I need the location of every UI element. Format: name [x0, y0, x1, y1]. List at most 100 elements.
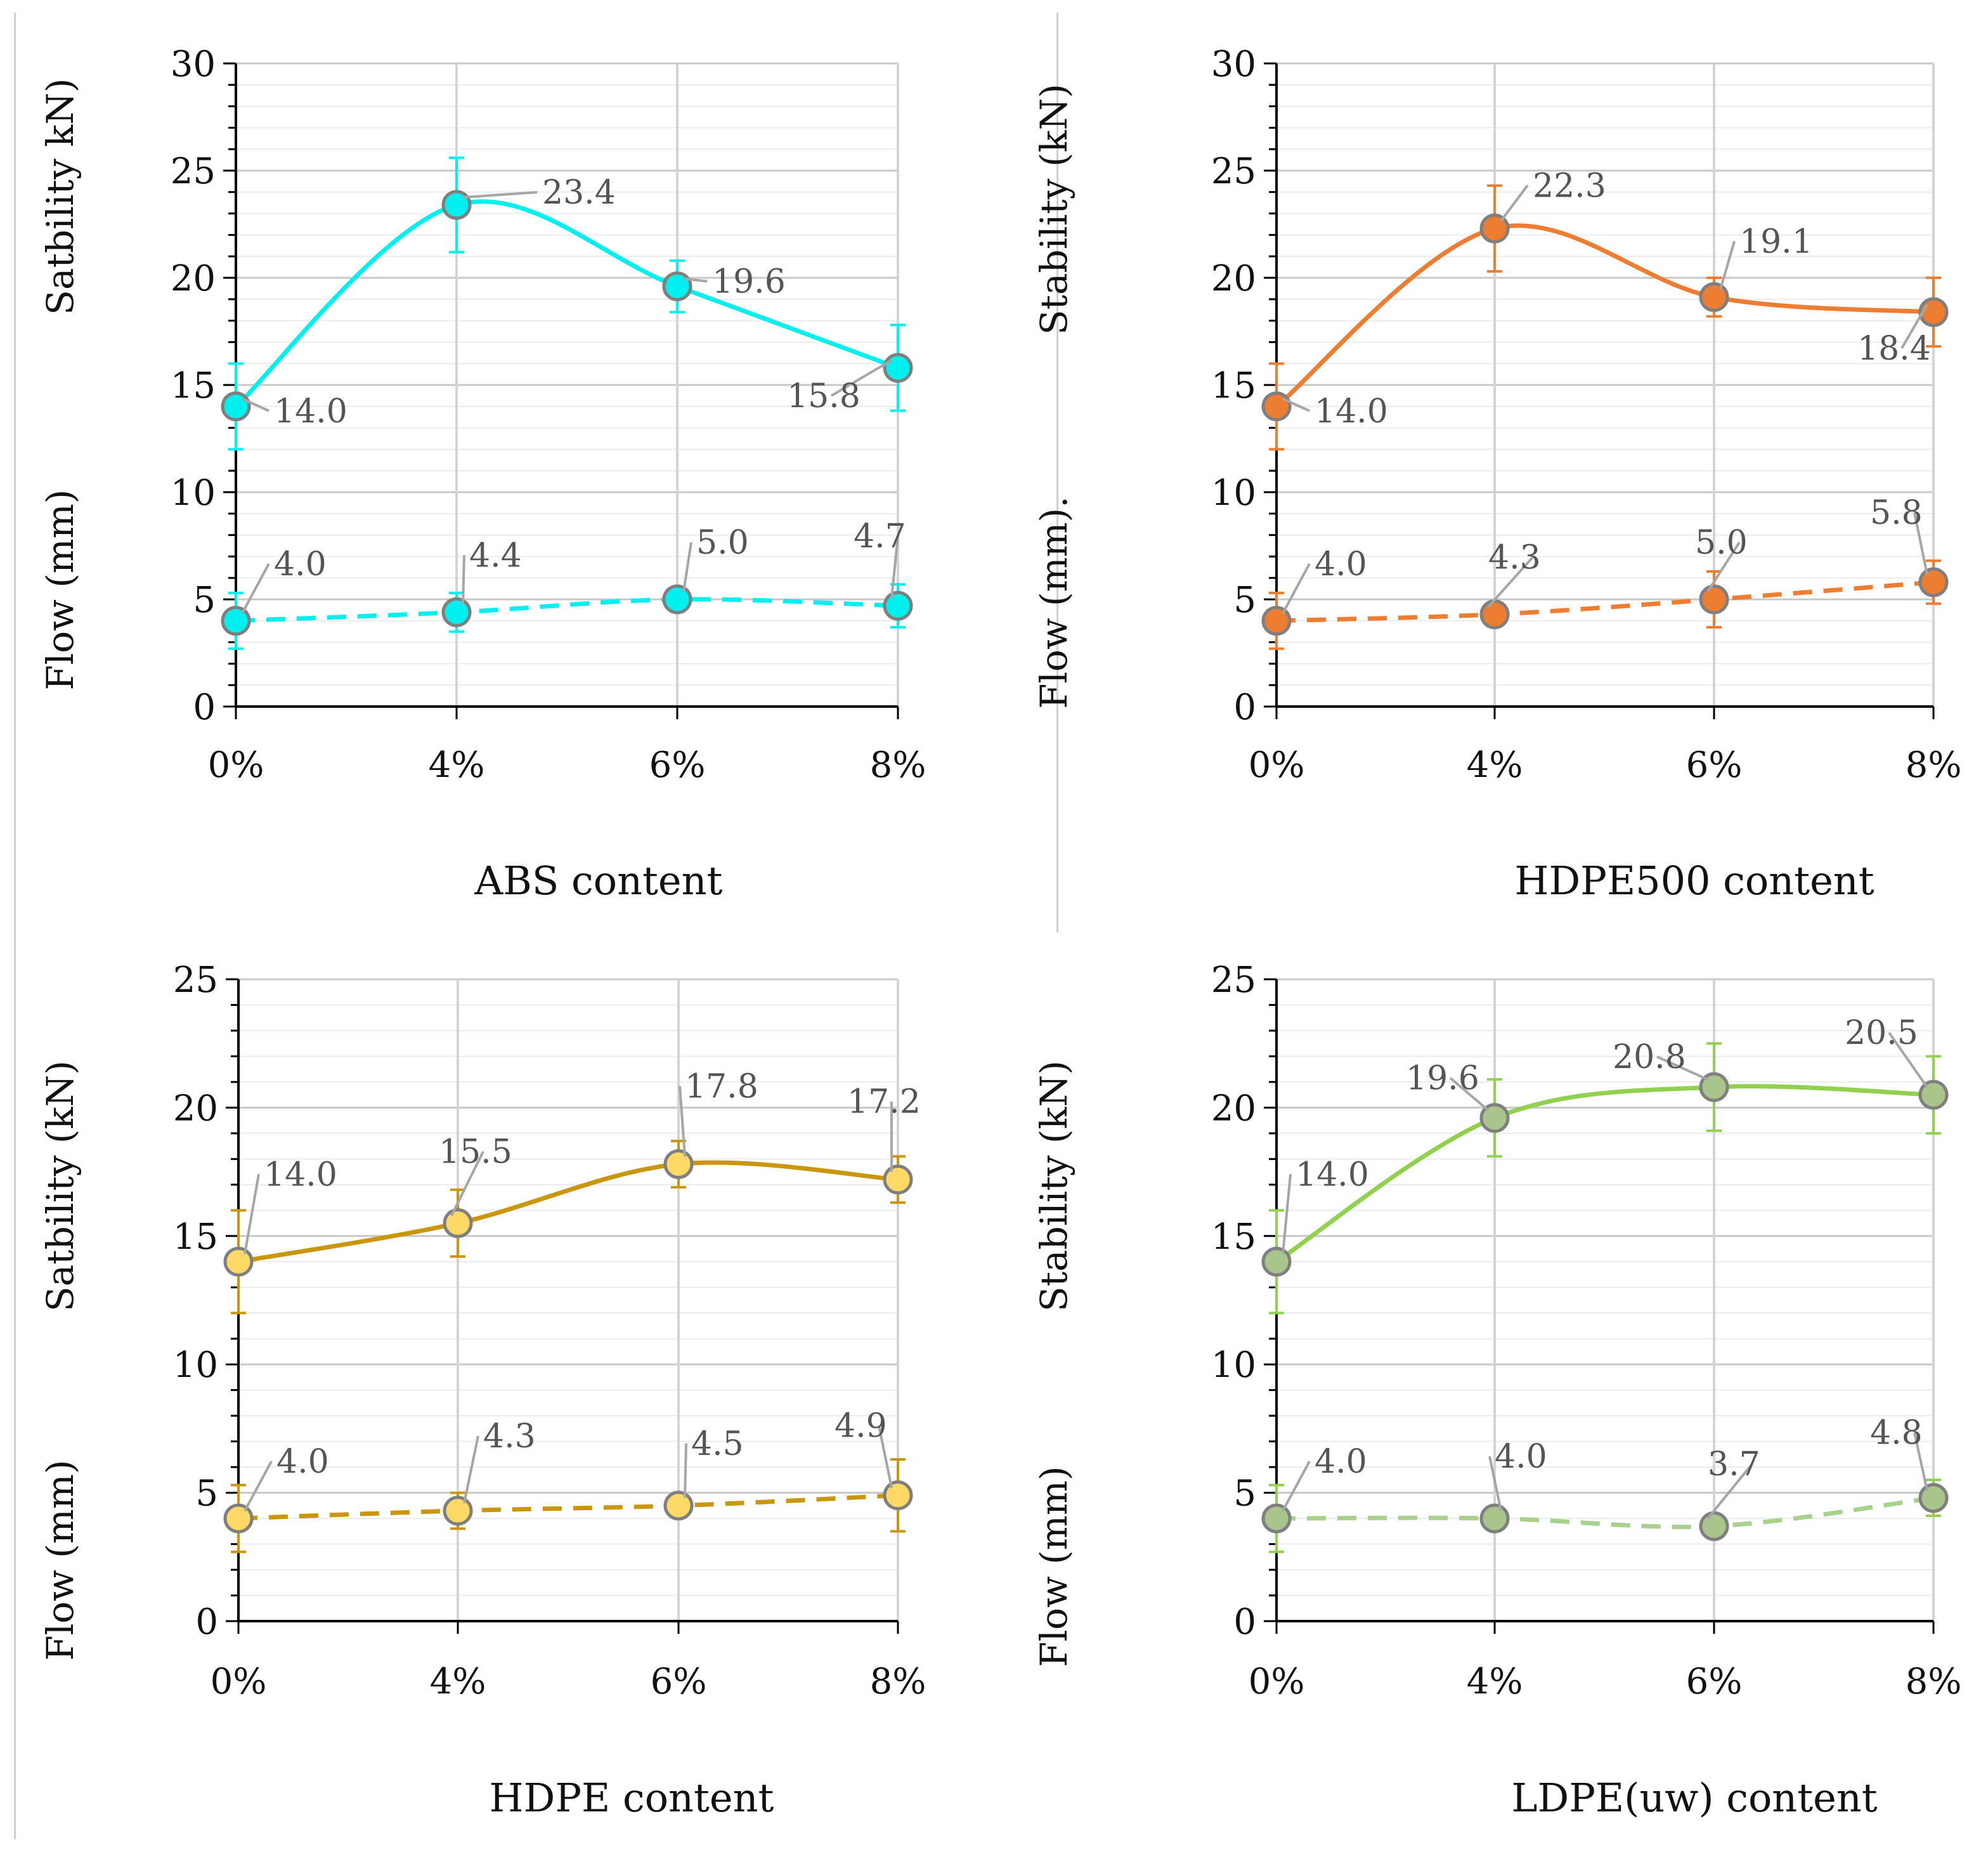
series-flow: 4.0 4.4 5.0 4.7 — [221, 518, 913, 650]
data-point — [441, 190, 472, 220]
data-point — [1699, 282, 1729, 312]
data-point — [662, 271, 692, 302]
data-label-leader — [1449, 1077, 1490, 1112]
data-label-leader — [1888, 1032, 1928, 1088]
y-axis-title-flow: Flow (mm) — [39, 489, 82, 690]
data-point — [1699, 1072, 1729, 1102]
data-label: 22.3 — [1533, 167, 1606, 205]
y-tick-label: 20 — [173, 1088, 218, 1129]
data-label: 20.5 — [1845, 1014, 1918, 1052]
data-point — [1918, 1483, 1949, 1513]
data-label-leader — [1282, 397, 1310, 412]
data-label-leader — [462, 191, 538, 199]
x-axis: 0% 4% 6% 8% — [1249, 1620, 1962, 1702]
data-label-leader — [878, 1425, 893, 1489]
x-tick-label: 0% — [211, 1661, 267, 1702]
flow-line — [238, 1493, 899, 1521]
data-label: 4.0 — [1315, 1443, 1367, 1481]
data-label: 19.6 — [712, 263, 786, 301]
data-point — [1699, 584, 1729, 615]
data-point — [221, 391, 251, 422]
data-point — [1918, 1079, 1949, 1110]
y-axis-title-stability: Stability (kN) — [1032, 84, 1075, 335]
y-axis-title-flow: Flow (mm) — [39, 1459, 82, 1660]
stability-line — [1275, 1084, 1934, 1264]
data-label-leader — [1656, 1055, 1708, 1081]
data-label-leader — [1487, 556, 1534, 608]
x-axis-title: HDPE500 content — [1514, 858, 1874, 904]
y-tick-label: 5 — [1233, 1473, 1256, 1515]
data-label-leader — [1500, 185, 1529, 222]
y-axis-title-stability: Satbility (kN) — [39, 1060, 82, 1312]
x-axis-title: LDPE(uw) content — [1511, 1775, 1877, 1821]
series-stability: 14.0 23.4 19.6 15.8 — [221, 156, 913, 451]
data-label-leader — [241, 563, 270, 614]
x-tick-label: 6% — [649, 745, 706, 786]
flow-line — [235, 597, 899, 623]
data-point — [883, 590, 913, 621]
x-tick-label: 0% — [1249, 1661, 1305, 1702]
y-axis-title-stability: Stability (kN) — [1032, 1060, 1075, 1312]
y-tick-label: 5 — [1233, 580, 1256, 621]
data-point — [1699, 1511, 1729, 1541]
data-label-leader — [683, 277, 708, 283]
data-point — [883, 353, 913, 383]
data-label-leader — [684, 1443, 687, 1498]
stability-line — [238, 1160, 899, 1264]
data-label: 5.0 — [1695, 524, 1748, 562]
data-label: 4.0 — [1495, 1438, 1547, 1476]
data-label: 14.0 — [274, 393, 348, 431]
data-point — [663, 1149, 694, 1179]
figure-left-border — [14, 13, 16, 1839]
y-tick-label: 25 — [1211, 960, 1256, 1001]
data-point — [1479, 599, 1510, 630]
data-point — [443, 1208, 473, 1239]
data-point — [441, 597, 472, 627]
gridlines — [238, 978, 899, 1621]
y-tick-label: 0 — [1233, 1601, 1256, 1643]
y-tick-label: 5 — [193, 580, 216, 621]
x-tick-label: 8% — [1906, 745, 1962, 786]
data-point — [221, 606, 251, 636]
y-tick-label: 0 — [193, 687, 216, 728]
data-label-leader — [1282, 563, 1311, 614]
x-tick-label: 8% — [1906, 1661, 1962, 1702]
x-tick-label: 0% — [208, 745, 264, 786]
stability-line — [234, 199, 899, 408]
data-label: 4.0 — [274, 545, 327, 584]
data-point — [883, 1164, 913, 1195]
x-axis: 0% 4% 6% 8% — [211, 1620, 926, 1702]
data-label: 4.4 — [469, 537, 522, 575]
x-tick-label: 8% — [870, 1661, 926, 1702]
data-point — [1918, 567, 1949, 597]
chart-hdpe-svg: 0 5 10 15 20 25 0% 4% 6% 8% Satbility (kN) Flow (mm… — [39, 960, 926, 1821]
data-label: 4.0 — [1315, 545, 1367, 584]
data-label: 17.8 — [685, 1067, 758, 1105]
data-point — [1261, 606, 1292, 636]
series-stability: 14.0 15.5 17.8 17.2 — [223, 1067, 921, 1315]
data-label: 14.0 — [264, 1156, 337, 1194]
data-label-leader — [244, 1461, 273, 1512]
y-axis-title-flow: Flow (mm). — [1032, 496, 1075, 708]
y-axis: 0 5 10 15 20 25 — [173, 960, 240, 1643]
data-label: 14.0 — [1296, 1156, 1369, 1194]
x-tick-label: 6% — [651, 1661, 707, 1702]
data-label: 19.1 — [1739, 223, 1813, 261]
x-axis-title: HDPE content — [490, 1775, 774, 1821]
data-point — [1479, 1503, 1510, 1534]
series-stability: 14.0 19.6 20.8 20.5 — [1261, 1014, 1949, 1315]
y-tick-label: 0 — [1233, 687, 1256, 728]
chart-hdpe: 0 5 10 15 20 25 0% 4% 6% 8% Satbility (kN) Flow (mm… — [0, 926, 994, 1852]
y-tick-label: 25 — [173, 960, 218, 1001]
chart-hdpe500: 0 5 10 15 20 25 30 0% 4% 6% 8% Stability (kN) Flow (… — [994, 0, 1987, 926]
data-label: 4.0 — [276, 1443, 329, 1481]
flow-line — [1276, 1496, 1934, 1529]
data-label-leader — [1706, 1463, 1753, 1520]
chart-abs-svg: 0 5 10 15 20 25 30 0% 4% 6% 8% Satbility kN) Flow (m… — [39, 44, 926, 904]
y-tick-label: 10 — [1211, 473, 1256, 514]
data-label: 4.3 — [483, 1418, 536, 1456]
x-tick-label: 6% — [1686, 745, 1743, 786]
data-label-leader — [682, 542, 692, 592]
data-label: 4.5 — [691, 1425, 744, 1463]
